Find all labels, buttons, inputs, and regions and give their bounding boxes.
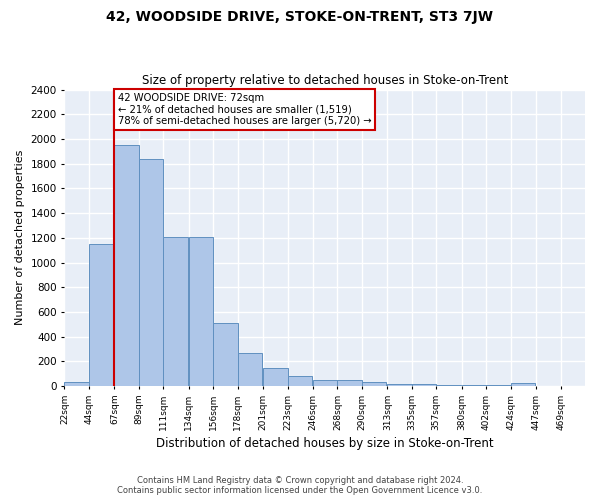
Y-axis label: Number of detached properties: Number of detached properties [15,150,25,326]
Bar [313,380,337,386]
Bar [511,383,535,386]
Bar [287,376,312,386]
Bar [89,244,113,386]
Bar [189,236,213,386]
Bar [263,368,287,386]
Bar [115,145,139,386]
Text: 42 WOODSIDE DRIVE: 72sqm
← 21% of detached houses are smaller (1,519)
78% of sem: 42 WOODSIDE DRIVE: 72sqm ← 21% of detach… [118,94,371,126]
X-axis label: Distribution of detached houses by size in Stoke-on-Trent: Distribution of detached houses by size … [156,437,494,450]
Bar [388,384,412,386]
Bar [139,158,163,386]
Bar [213,323,238,386]
Bar [412,384,436,386]
Title: Size of property relative to detached houses in Stoke-on-Trent: Size of property relative to detached ho… [142,74,508,87]
Bar [238,352,262,386]
Text: 42, WOODSIDE DRIVE, STOKE-ON-TRENT, ST3 7JW: 42, WOODSIDE DRIVE, STOKE-ON-TRENT, ST3 … [107,10,493,24]
Text: Contains HM Land Registry data © Crown copyright and database right 2024.
Contai: Contains HM Land Registry data © Crown c… [118,476,482,495]
Bar [337,380,362,386]
Bar [436,385,461,386]
Bar [64,382,89,386]
Bar [163,236,188,386]
Bar [362,382,386,386]
